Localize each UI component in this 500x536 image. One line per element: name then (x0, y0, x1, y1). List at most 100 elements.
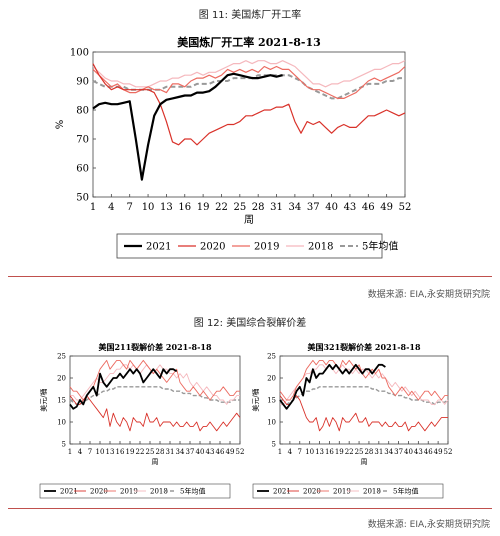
y-tick-label: 5 (272, 440, 276, 448)
chart-title: 美国321裂解价差 2021-8-18 (307, 342, 421, 352)
x-tick-label: 1 (278, 448, 282, 456)
y-tick-label: 90 (76, 77, 89, 88)
x-tick-label: 43 (414, 448, 423, 456)
divider (8, 508, 492, 509)
x-axis-label: 周 (244, 214, 254, 226)
y-tick-label: 5 (62, 440, 66, 448)
series-line-2019 (92, 65, 406, 100)
y-tick-label: 100 (70, 48, 89, 59)
x-tick-label: 40 (325, 202, 338, 213)
x-tick-label: 7 (298, 448, 302, 456)
y-tick-label: 15 (267, 396, 276, 404)
series-line-2020 (92, 63, 406, 146)
x-tick-label: 13 (315, 448, 324, 456)
x-tick-label: 49 (380, 202, 393, 213)
y-tick-label: 25 (267, 352, 276, 360)
x-tick-label: 4 (108, 202, 114, 213)
crack-spread-legend: 2021 2020 2019 2018 5年均值 2021 2020 2019 2018 5年均值 (39, 483, 444, 499)
legend-label-2019: 2019 (333, 487, 351, 495)
x-tick-label: 34 (384, 448, 393, 456)
legend-label-2018: 2018 (363, 487, 381, 495)
x-tick-label: 40 (404, 448, 413, 456)
x-tick-label: 25 (146, 448, 155, 456)
x-tick-label: 52 (236, 448, 245, 456)
x-axis-label: 周 (152, 458, 159, 466)
legend-label-2020: 2020 (200, 242, 225, 253)
x-tick-label: 52 (444, 448, 453, 456)
y-tick-label: 70 (76, 135, 89, 146)
x-tick-label: 31 (270, 202, 283, 213)
x-tick-label: 28 (252, 202, 265, 213)
x-tick-label: 34 (176, 448, 185, 456)
refinery-utilization-chart: 美国炼厂开工率 2021-8-13 50 60 70 80 90 100 1 4 7 10 13 16 1… (55, 35, 412, 259)
y-axis-label: % (55, 120, 66, 130)
x-axis-label: 周 (361, 458, 368, 466)
x-tick-label: 19 (197, 202, 210, 213)
figure-11-source: 数据来源: EIA,永安期货研究院 (367, 290, 490, 300)
x-tick-label: 22 (215, 202, 228, 213)
x-tick-label: 10 (142, 202, 155, 213)
legend-label-avg: 5年均值 (393, 486, 418, 495)
legend-label-2019: 2019 (254, 242, 279, 253)
y-tick-label: 25 (57, 352, 66, 360)
series-line-avg (280, 386, 449, 406)
legend-label-avg: 5年均值 (180, 486, 205, 495)
x-tick-label: 31 (166, 448, 175, 456)
series-line-2021 (69, 368, 178, 410)
x-tick-label: 10 (305, 448, 314, 456)
y-axis-label: 美元/桶 (251, 388, 260, 411)
x-tick-label: 7 (127, 202, 133, 213)
series-line-avg (69, 386, 240, 406)
series-line-2021 (92, 72, 283, 181)
y-axis-label: 美元/桶 (39, 388, 48, 411)
chart-title: 美国炼厂开工率 2021-8-13 (177, 35, 321, 49)
legend-label-2021: 2021 (60, 487, 78, 495)
x-tick-label: 4 (288, 448, 293, 456)
x-tick-label: 19 (126, 448, 135, 456)
y-tick-label: 80 (76, 106, 89, 117)
legend-label-2020: 2020 (90, 487, 108, 495)
x-tick-label: 37 (307, 202, 320, 213)
x-tick-label: 28 (364, 448, 373, 456)
x-tick-label: 4 (78, 448, 83, 456)
x-tick-label: 1 (68, 448, 72, 456)
legend-label-2019: 2019 (120, 487, 138, 495)
divider (8, 276, 492, 277)
series-line-2019 (279, 359, 448, 401)
x-tick-label: 43 (344, 202, 357, 213)
y-tick-label: 50 (76, 193, 89, 204)
figure-11-title: 图 11: 美国炼厂开工率 (198, 10, 302, 21)
x-tick-label: 10 (96, 448, 105, 456)
x-tick-label: 13 (106, 448, 115, 456)
x-tick-label: 34 (289, 202, 302, 213)
x-tick-label: 25 (355, 448, 364, 456)
series-line-2020 (69, 395, 241, 432)
legend-label-2021: 2021 (273, 487, 291, 495)
y-tick-label: 60 (76, 164, 89, 175)
x-tick-label: 22 (345, 448, 354, 456)
chart-title: 美国211裂解价差 2021-8-18 (98, 342, 212, 352)
legend-label-2018: 2018 (308, 242, 333, 253)
x-tick-label: 7 (88, 448, 92, 456)
x-tick-label: 52 (399, 202, 412, 213)
x-tick-label: 46 (216, 448, 225, 456)
x-tick-label: 28 (156, 448, 165, 456)
legend-label-2020: 2020 (303, 487, 321, 495)
plot-area (69, 355, 241, 445)
legend-label-2021: 2021 (146, 242, 171, 253)
plot-area (92, 51, 406, 198)
x-tick-label: 13 (160, 202, 173, 213)
series-line-2020 (279, 395, 448, 432)
figure-12-source: 数据来源: EIA,永安期货研究院 (367, 520, 490, 530)
series-line-2021 (279, 363, 386, 410)
y-tick-label: 10 (267, 418, 276, 426)
y-tick-label: 15 (57, 396, 66, 404)
x-tick-label: 49 (226, 448, 235, 456)
x-tick-label: 25 (233, 202, 246, 213)
x-tick-label: 16 (178, 202, 191, 213)
series-line-2018 (92, 60, 406, 88)
x-tick-label: 49 (434, 448, 443, 456)
x-tick-label: 16 (116, 448, 125, 456)
figure-12-title: 图 12: 美国综合裂解价差 (193, 318, 307, 329)
